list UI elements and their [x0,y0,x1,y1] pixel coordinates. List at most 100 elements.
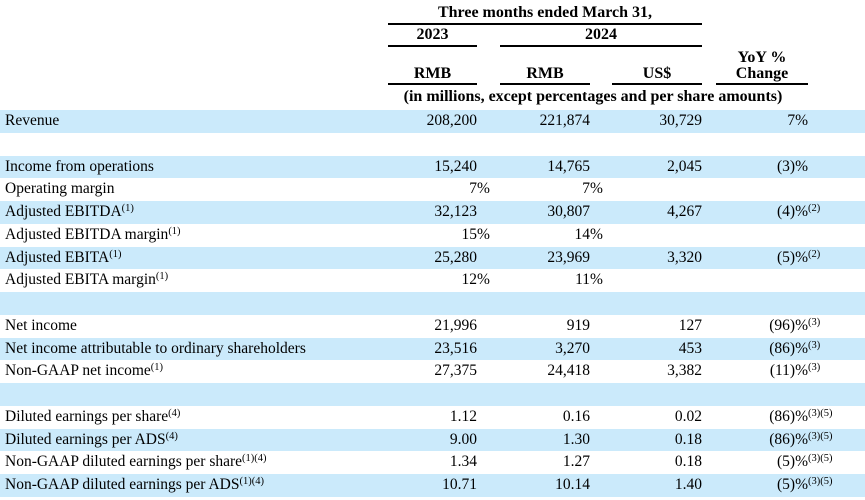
table-row: Non-GAAP net income(1) 27,375 24,418 3,3… [0,360,865,383]
value-usd: 3,320 [667,248,702,266]
row-tail-spacer [808,451,865,474]
value-rmb-2024: 3,270 [555,339,590,357]
row-tail-spacer [808,383,865,406]
column-header-rmb-2024: RMB [500,49,590,85]
value-usd: 127 [678,316,702,334]
value-rmb-2023: 25,280 [434,248,477,266]
row-label: Adjusted EBITA margin(1) [5,271,169,289]
table-row: Adjusted EBITDA(1) 32,123 30,807 4,267 (… [0,201,865,224]
value-usd [590,178,702,201]
value-rmb-2023: 12% [461,271,490,289]
row-label: Net income [5,316,77,334]
value-rmb-2024: 11% [575,271,603,289]
table-body: Revenue 208,200 221,874 30,729 7% Income… [0,110,865,497]
value-rmb-2023: 15,240 [434,157,477,175]
table-row: Adjusted EBITDA margin(1) 15% 14% [0,224,865,247]
value-rmb-2023 [385,383,477,406]
table-row: Diluted earnings per share(4) 1.12 0.16 … [0,406,865,429]
row-label: Non-GAAP diluted earnings per share(1)(4… [5,453,267,471]
table-row: Operating margin 7% 7% [0,178,865,201]
table-row: Non-GAAP diluted earnings per share(1)(4… [0,451,865,474]
row-tail-spacer [808,338,865,361]
value-rmb-2023: 15% [461,225,490,243]
value-rmb-2023 [385,292,477,315]
value-usd: 1.40 [674,476,702,493]
row-label [0,383,385,406]
value-usd [590,224,702,247]
table-row: Net income 21,996 919 127 (96)%(3) [0,315,865,338]
value-rmb-2024: 7% [582,180,603,198]
column-header-rmb-2024-label: RMB [526,65,564,82]
yoy-header-line1: YoY % [737,49,787,66]
value-usd: 2,045 [667,157,702,175]
value-rmb-2024 [477,133,590,156]
value-yoy-change: (4)%(2) [777,203,821,220]
value-rmb-2023: 9.00 [449,430,477,448]
value-yoy-change: (96)%(3) [769,316,821,334]
row-label: Net income attributable to ordinary shar… [5,339,306,357]
value-usd [590,269,702,292]
value-yoy-change: 7% [787,112,808,129]
value-yoy-change: (5)%(2) [777,248,821,266]
yoy-header-line2: Change [735,65,789,82]
value-yoy-change: (3)% [777,157,808,175]
value-rmb-2023: 32,123 [434,203,477,220]
column-header-rmb-2023: RMB [388,49,477,85]
value-rmb-2023: 1.34 [449,453,477,471]
value-yoy-change: (5)%(3)(5) [777,453,833,471]
value-rmb-2024: 14,765 [547,157,590,175]
column-header-usd-label: US$ [642,65,672,82]
value-yoy-change: (11)%(3) [769,362,821,380]
value-yoy-change [702,383,808,406]
value-rmb-2024: 221,874 [539,112,590,129]
row-label: Non-GAAP diluted earnings per ADS(1)(4) [5,476,264,493]
value-rmb-2023: 21,996 [434,316,477,334]
value-rmb-2023: 27,375 [434,362,477,380]
table-row [0,133,865,156]
value-usd: 0.02 [674,407,702,425]
value-usd: 0.18 [674,430,702,448]
value-usd [590,292,702,315]
row-label: Adjusted EBITDA(1) [5,203,134,220]
row-tail-spacer [808,429,865,452]
value-rmb-2024: 23,969 [547,248,590,266]
row-label: Diluted earnings per ADS(4) [5,430,178,448]
value-usd: 4,267 [667,203,702,220]
row-tail-spacer [808,247,865,270]
column-header-usd: US$ [612,49,702,85]
row-tail-spacer [808,406,865,429]
table-row: Revenue 208,200 221,874 30,729 7% [0,110,865,133]
row-label: Revenue [5,112,60,129]
table-row: Diluted earnings per ADS(4) 9.00 1.30 0.… [0,428,865,452]
table-row: Adjusted EBITA margin(1) 12% 11% [0,269,865,292]
value-rmb-2023: 1.12 [449,407,477,425]
value-usd: 3,382 [667,362,702,380]
table-row [0,292,865,315]
row-tail-spacer [808,110,865,133]
row-tail-spacer [808,133,865,156]
row-tail-spacer [808,474,865,497]
table-row: Non-GAAP diluted earnings per ADS(1)(4) … [0,474,865,497]
value-rmb-2024 [477,383,590,406]
table-row [0,383,865,406]
value-rmb-2024: 919 [566,316,590,334]
table-row: Income from operations 15,240 14,765 2,0… [0,155,865,179]
value-rmb-2023: 23,516 [434,339,477,357]
row-label: Adjusted EBITA(1) [5,248,122,266]
year-2024-header: 2024 [500,27,702,47]
row-tail-spacer [808,315,865,338]
row-label: Diluted earnings per share(4) [5,407,181,425]
row-tail-spacer [808,156,865,179]
value-rmb-2024 [477,292,590,315]
row-tail-spacer [808,178,865,201]
value-yoy-change: (86)%(3)(5) [769,430,833,448]
row-tail-spacer [808,269,865,292]
row-tail-spacer [808,292,865,315]
row-label [0,292,385,315]
year-2023-header: 2023 [388,27,477,47]
column-header-rmb-2023-label: RMB [413,65,452,82]
value-rmb-2024: 1.27 [562,453,590,471]
value-yoy-change [702,224,808,247]
value-yoy-change [702,178,808,201]
